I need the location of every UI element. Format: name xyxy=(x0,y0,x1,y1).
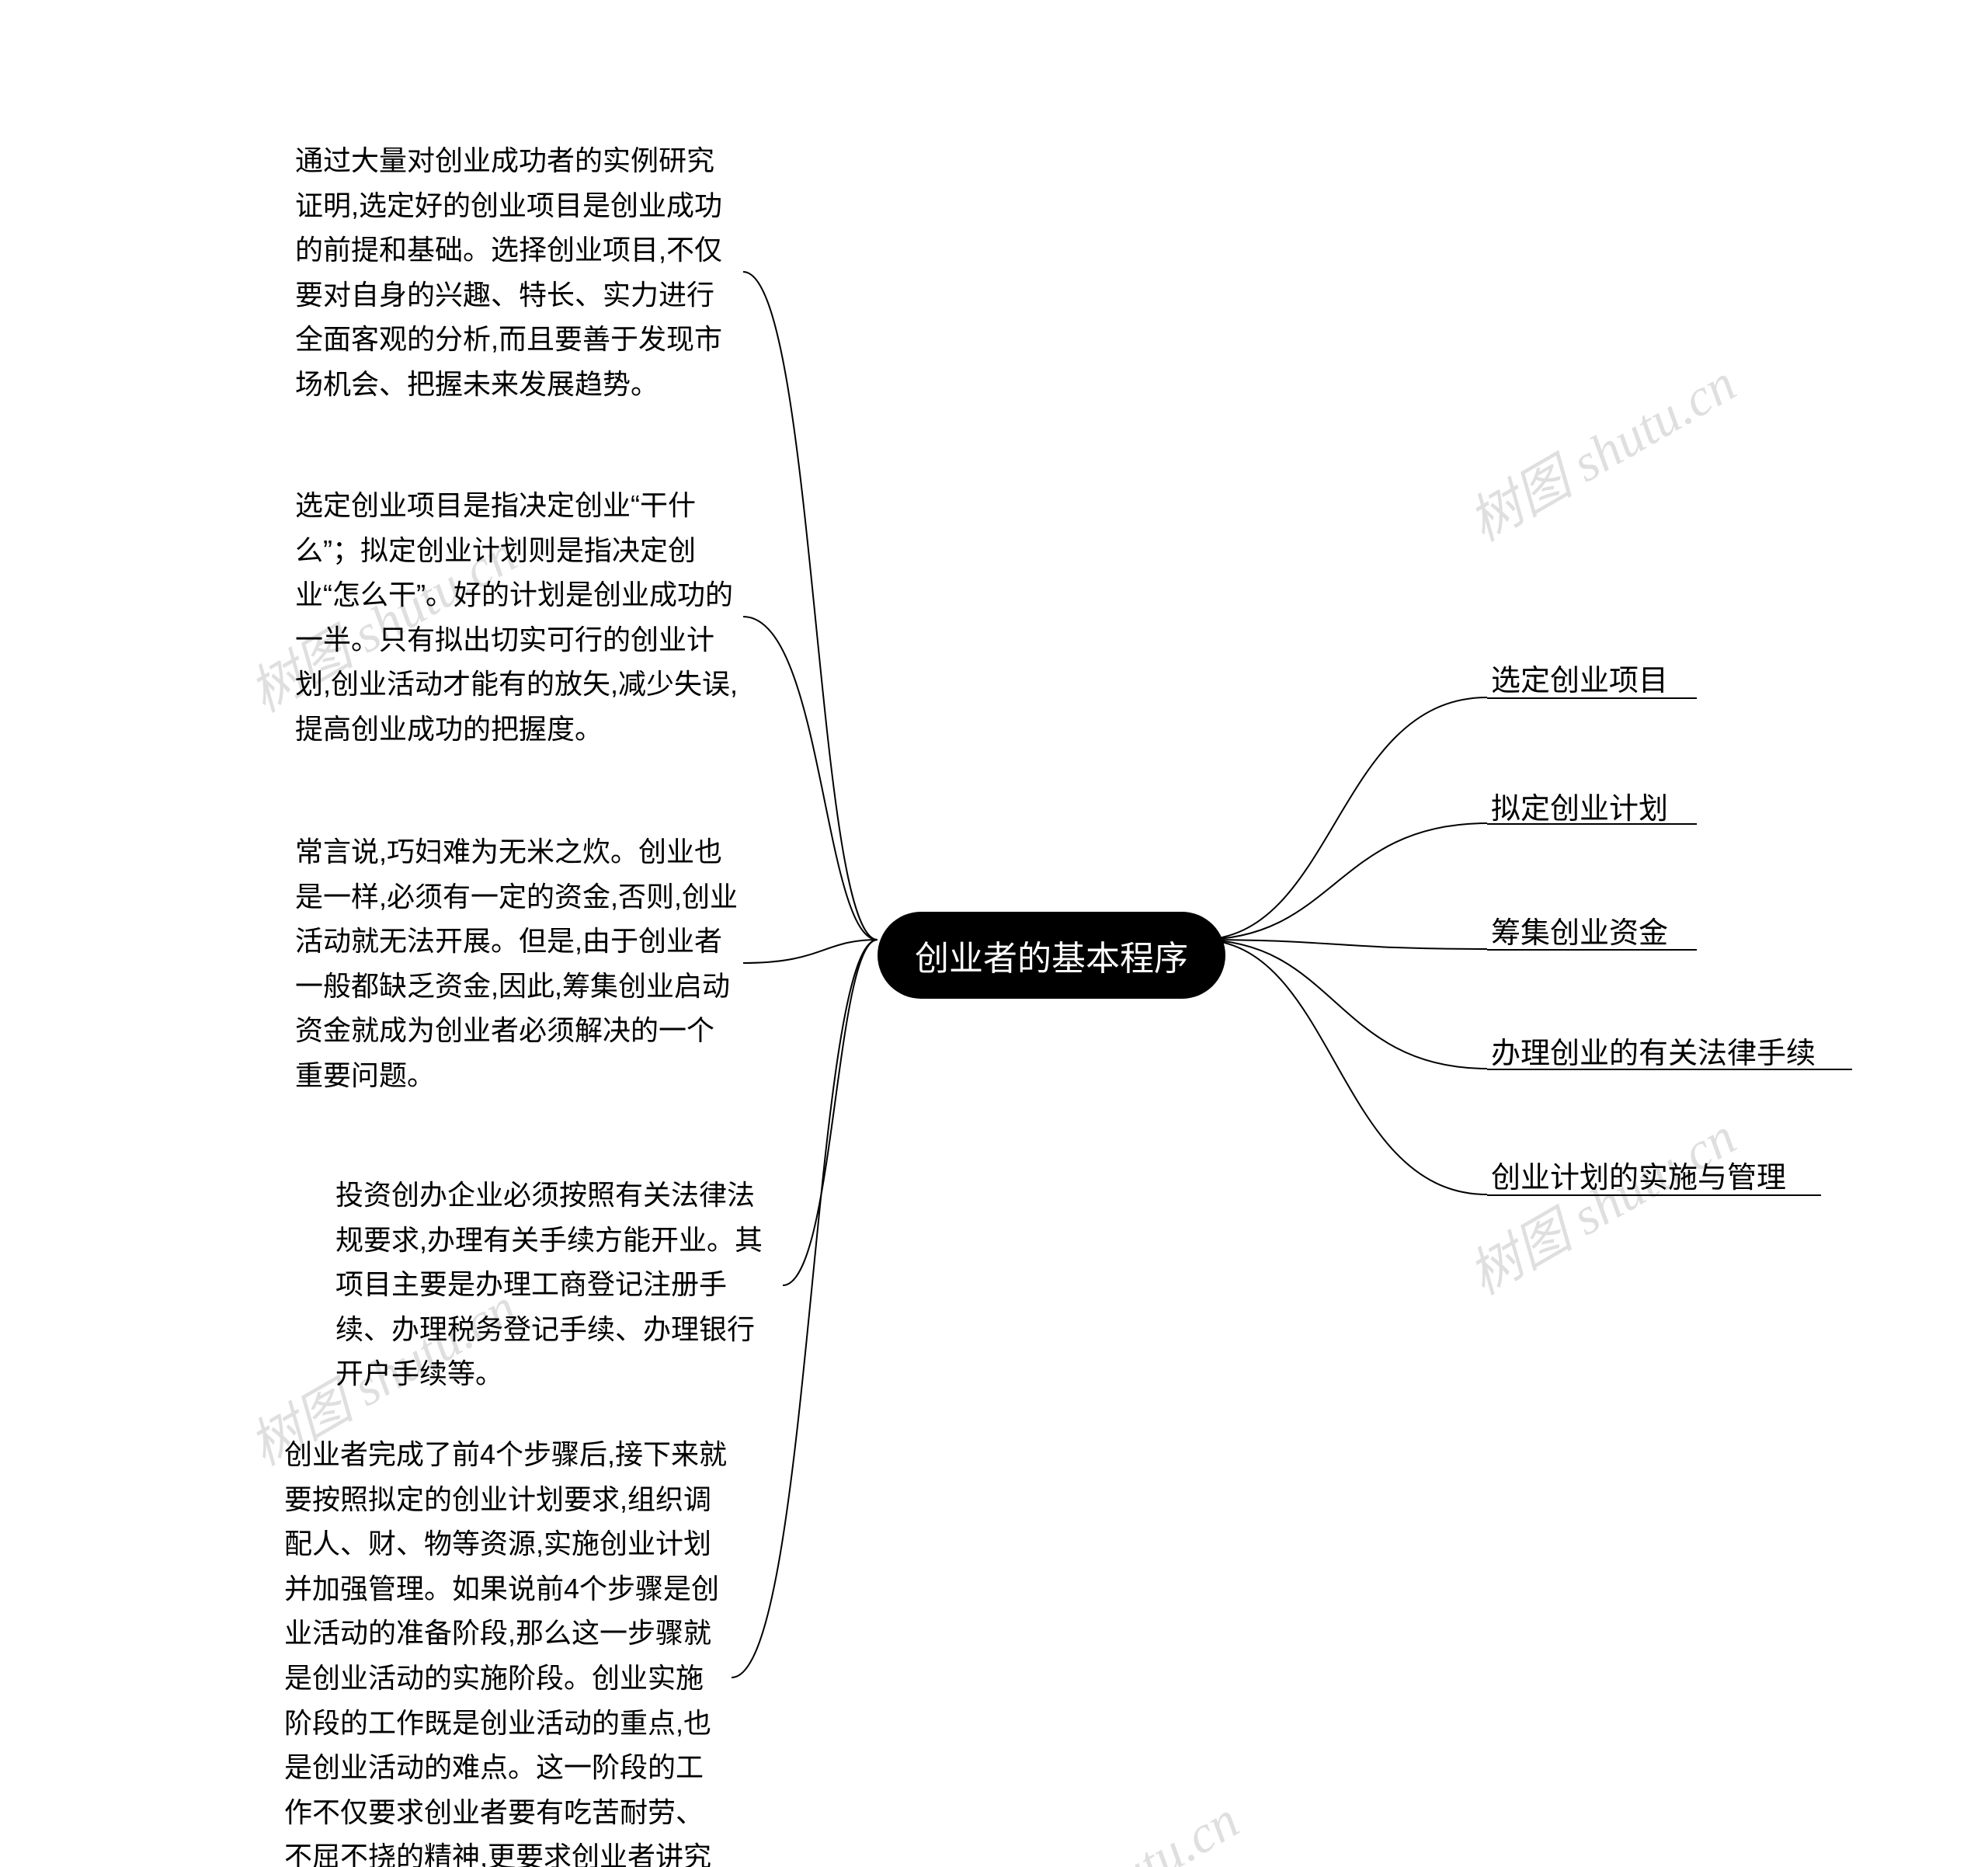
connector-left-1 xyxy=(743,617,878,940)
connector-right-3 xyxy=(1200,940,1487,1069)
connector-left-2 xyxy=(743,940,878,963)
connector-right-4 xyxy=(1200,940,1487,1194)
branch-raise-funds[interactable]: 筹集创业资金 xyxy=(1491,909,1668,951)
para-raise-funds: 常言说,巧妇难为无米之炊。创业也是一样,必须有一定的资金,否则,创业活动就无法开… xyxy=(295,829,742,1098)
branch-select-project[interactable]: 选定创业项目 xyxy=(1491,656,1668,699)
connector-right-0 xyxy=(1200,697,1487,940)
watermark: 树图 shutu.cn xyxy=(1452,1094,1747,1309)
para-draft-plan: 选定创业项目是指决定创业“干什么”；拟定创业计划则是指决定创业“怎么干”。好的计… xyxy=(295,483,742,752)
watermark: 树图 shutu.cn xyxy=(1452,341,1747,556)
mindmap-canvas: { "type": "mindmap", "background_color":… xyxy=(0,0,1988,1867)
para-implement-manage: 创业者完成了前4个步骤后,接下来就要按照拟定的创业计划要求,组织调配人、财、物等… xyxy=(284,1432,731,1867)
connector-right-2 xyxy=(1200,940,1487,949)
branch-legal-procedures[interactable]: 办理创业的有关法律手续 xyxy=(1491,1029,1816,1072)
connector-left-3 xyxy=(783,940,878,1285)
branch-implement-manage[interactable]: 创业计划的实施与管理 xyxy=(1491,1153,1786,1196)
para-select-project: 通过大量对创业成功者的实例研究证明,选定好的创业项目是创业成功的前提和基础。选择… xyxy=(295,138,742,407)
central-node[interactable]: 创业者的基本程序 xyxy=(878,912,1225,999)
para-legal-procedures: 投资创办企业必须按照有关法律法规要求,办理有关手续方能开业。其项目主要是办理工商… xyxy=(335,1173,782,1396)
branch-draft-plan[interactable]: 拟定创业计划 xyxy=(1491,784,1668,827)
watermark: 树图 shutu.cn xyxy=(955,1778,1250,1867)
connector-left-0 xyxy=(743,272,878,940)
connector-right-1 xyxy=(1200,823,1487,940)
